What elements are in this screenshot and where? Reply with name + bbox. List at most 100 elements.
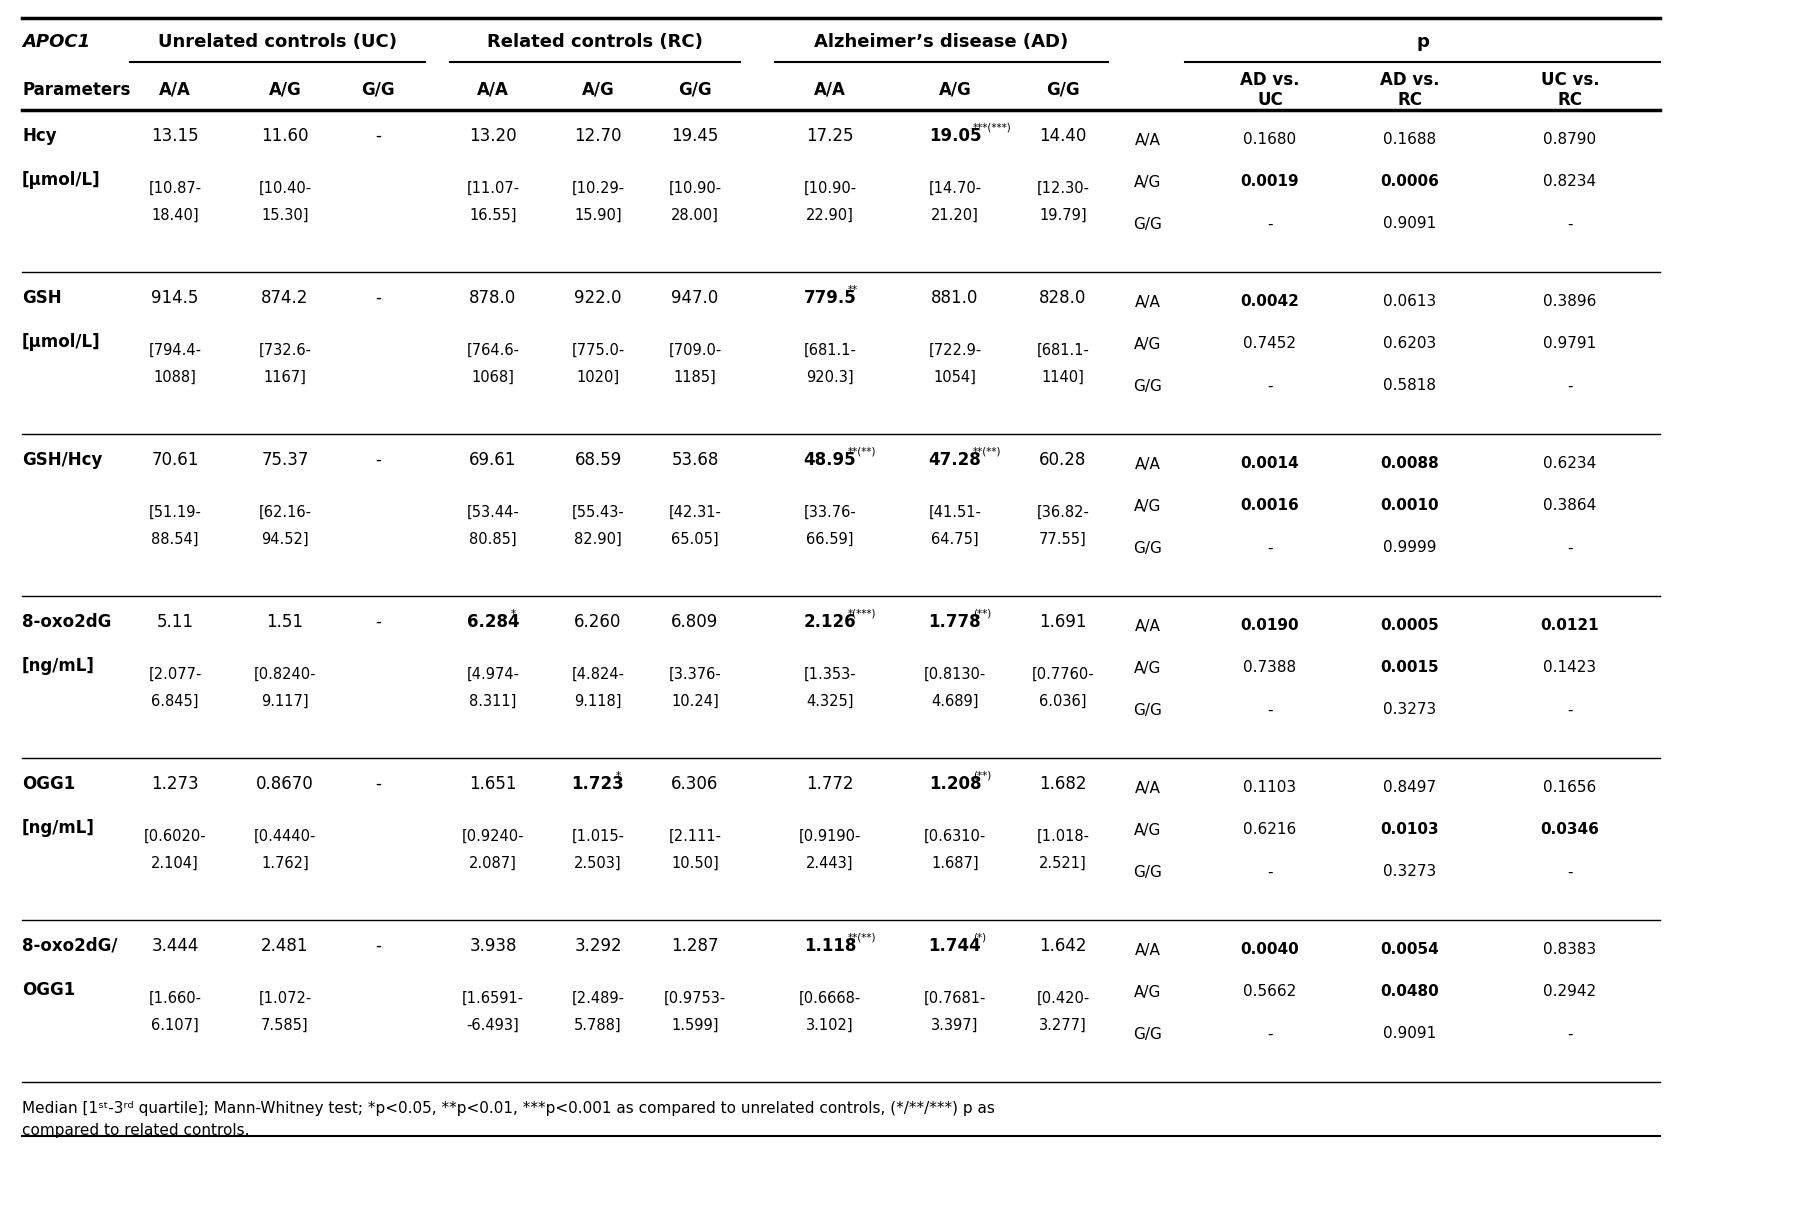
Text: 1.687]: 1.687] (931, 856, 979, 870)
Text: 3.397]: 3.397] (931, 1018, 979, 1032)
Text: 8.311]: 8.311] (470, 694, 517, 708)
Text: RC: RC (1397, 91, 1422, 109)
Text: G/G: G/G (1134, 1026, 1163, 1041)
Text: RC: RC (1557, 91, 1582, 109)
Text: OGG1: OGG1 (22, 980, 76, 999)
Text: 1.772: 1.772 (806, 775, 853, 793)
Text: 69.61: 69.61 (470, 451, 517, 469)
Text: -: - (1267, 378, 1273, 393)
Text: [775.0-: [775.0- (571, 342, 625, 358)
Text: 6.260: 6.260 (574, 613, 621, 631)
Text: G/G: G/G (1134, 702, 1163, 717)
Text: [μmol/L]: [μmol/L] (22, 170, 101, 189)
Text: [10.90-: [10.90- (803, 180, 857, 196)
Text: [1.018-: [1.018- (1037, 828, 1089, 844)
Text: [0.7681-: [0.7681- (923, 990, 986, 1006)
Text: 779.5: 779.5 (803, 289, 857, 307)
Text: -6.493]: -6.493] (466, 1018, 520, 1032)
Text: A/G: A/G (1134, 498, 1161, 514)
Text: -: - (1267, 864, 1273, 879)
Text: [0.6668-: [0.6668- (799, 990, 860, 1006)
Text: [0.420-: [0.420- (1037, 990, 1089, 1006)
Text: 88.54]: 88.54] (151, 532, 198, 546)
Text: [3.376-: [3.376- (668, 666, 722, 682)
Text: 1068]: 1068] (472, 370, 515, 384)
Text: [41.51-: [41.51- (929, 504, 981, 520)
Text: A/A: A/A (1136, 133, 1161, 147)
Text: [14.70-: [14.70- (929, 180, 981, 196)
Text: 75.37: 75.37 (261, 451, 308, 469)
Text: 2.481: 2.481 (261, 937, 310, 955)
Text: [12.30-: [12.30- (1037, 180, 1089, 196)
Text: 0.0016: 0.0016 (1240, 498, 1300, 514)
Text: [33.76-: [33.76- (803, 504, 857, 520)
Text: [794.4-: [794.4- (148, 342, 202, 358)
Text: 19.79]: 19.79] (1039, 208, 1087, 222)
Text: A/A: A/A (1136, 781, 1161, 796)
Text: UC vs.: UC vs. (1541, 71, 1600, 89)
Text: 1088]: 1088] (153, 370, 196, 384)
Text: AD vs.: AD vs. (1240, 71, 1300, 89)
Text: -: - (374, 937, 382, 955)
Text: 47.28: 47.28 (929, 451, 981, 469)
Text: 6.036]: 6.036] (1039, 694, 1087, 708)
Text: 18.40]: 18.40] (151, 208, 198, 222)
Text: [681.1-: [681.1- (803, 342, 857, 358)
Text: [722.9-: [722.9- (929, 342, 981, 358)
Text: 6.107]: 6.107] (151, 1018, 198, 1032)
Text: 60.28: 60.28 (1039, 451, 1087, 469)
Text: 0.9091: 0.9091 (1384, 1026, 1436, 1041)
Text: AD vs.: AD vs. (1381, 71, 1440, 89)
Text: G/G: G/G (362, 81, 394, 99)
Text: 3.938: 3.938 (470, 937, 517, 955)
Text: [0.8240-: [0.8240- (254, 666, 317, 682)
Text: 21.20]: 21.20] (931, 208, 979, 222)
Text: 1.762]: 1.762] (261, 856, 310, 870)
Text: Hcy: Hcy (22, 127, 56, 145)
Text: [10.90-: [10.90- (668, 180, 722, 196)
Text: 0.0010: 0.0010 (1381, 498, 1440, 514)
Text: 3.277]: 3.277] (1039, 1018, 1087, 1032)
Text: 53.68: 53.68 (671, 451, 718, 469)
Text: 94.52]: 94.52] (261, 532, 310, 546)
Text: 16.55]: 16.55] (470, 208, 517, 222)
Text: 1.642: 1.642 (1039, 937, 1087, 955)
Text: 0.8790: 0.8790 (1543, 133, 1597, 147)
Text: 1.208: 1.208 (929, 775, 981, 793)
Text: 7.585]: 7.585] (261, 1018, 310, 1032)
Text: (**): (**) (974, 771, 992, 781)
Text: 48.95: 48.95 (803, 451, 857, 469)
Text: [0.9190-: [0.9190- (799, 828, 860, 844)
Text: 17.25: 17.25 (806, 127, 853, 145)
Text: 0.7388: 0.7388 (1244, 660, 1296, 676)
Text: 1020]: 1020] (576, 370, 619, 384)
Text: 881.0: 881.0 (931, 289, 979, 307)
Text: 1.118: 1.118 (805, 937, 857, 955)
Text: [1.660-: [1.660- (148, 990, 202, 1006)
Text: G/G: G/G (1046, 81, 1080, 99)
Text: 64.75]: 64.75] (931, 532, 979, 546)
Text: 0.8234: 0.8234 (1543, 174, 1597, 190)
Text: 0.6216: 0.6216 (1244, 822, 1296, 838)
Text: 6.809: 6.809 (671, 613, 718, 631)
Text: GSH: GSH (22, 289, 61, 307)
Text: 68.59: 68.59 (574, 451, 621, 469)
Text: 0.9791: 0.9791 (1543, 336, 1597, 352)
Text: -: - (1267, 1026, 1273, 1041)
Text: 1.778: 1.778 (929, 613, 981, 631)
Text: -: - (374, 289, 382, 307)
Text: [ng/mL]: [ng/mL] (22, 818, 95, 837)
Text: 0.3864: 0.3864 (1543, 498, 1597, 514)
Text: 1.287: 1.287 (671, 937, 718, 955)
Text: [62.16-: [62.16- (259, 504, 311, 520)
Text: 11.60: 11.60 (261, 127, 310, 145)
Text: 0.0088: 0.0088 (1381, 457, 1440, 472)
Text: 1.599]: 1.599] (671, 1018, 718, 1032)
Text: 19.45: 19.45 (671, 127, 718, 145)
Text: 66.59]: 66.59] (806, 532, 853, 546)
Text: 8-oxo2dG: 8-oxo2dG (22, 613, 112, 631)
Text: 922.0: 922.0 (574, 289, 621, 307)
Text: A/G: A/G (1134, 660, 1161, 676)
Text: [0.9240-: [0.9240- (463, 828, 524, 844)
Text: [681.1-: [681.1- (1037, 342, 1089, 358)
